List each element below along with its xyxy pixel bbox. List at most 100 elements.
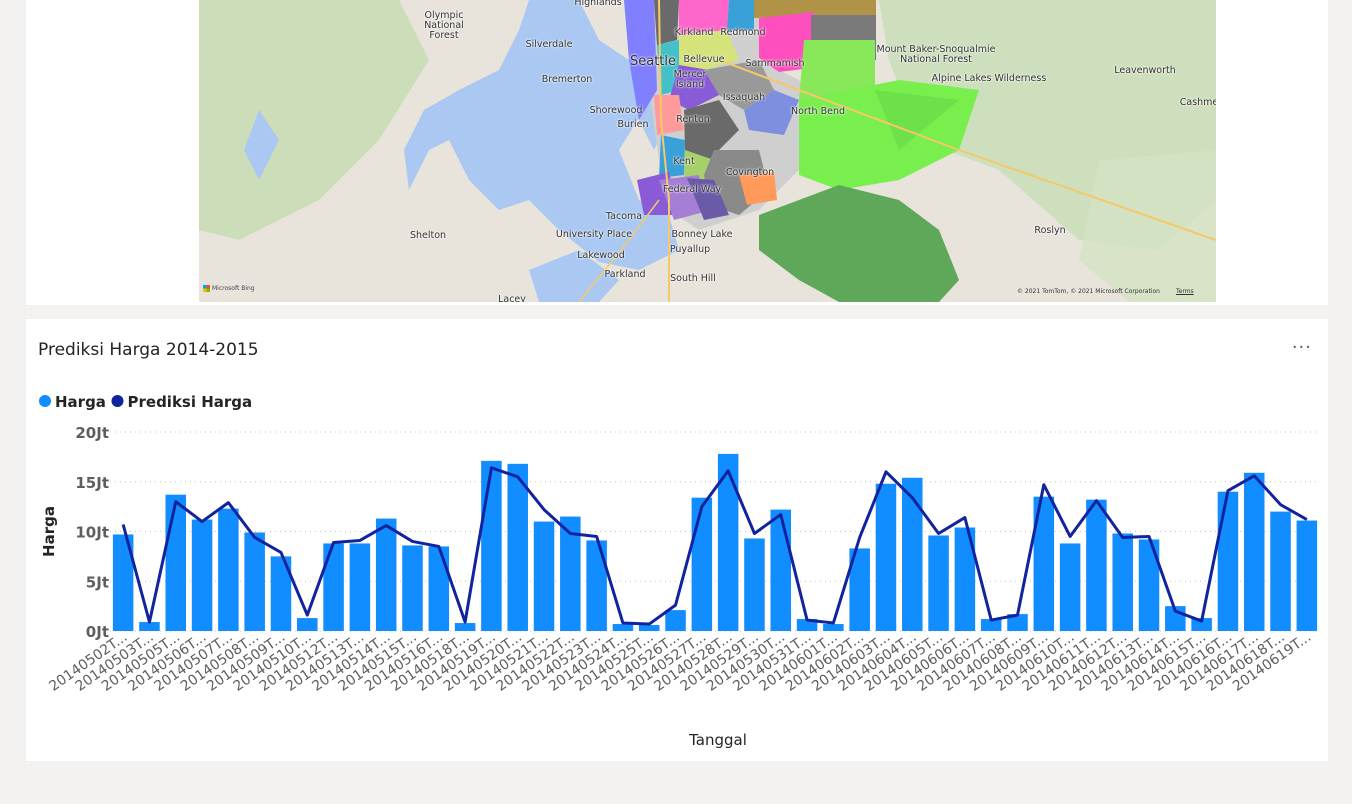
bar	[112, 534, 134, 631]
legend-item-label: Harga	[55, 393, 106, 411]
map-place-label: Lacey	[498, 294, 526, 302]
map-terms-link[interactable]: Terms	[1176, 288, 1194, 295]
map-place-label: South Hill	[670, 273, 716, 285]
bar	[402, 545, 423, 631]
bar	[349, 543, 371, 631]
map-place-label: Parkland	[604, 269, 646, 281]
map-canvas	[199, 0, 1216, 302]
map-place-label: North Bend	[790, 106, 846, 118]
bar	[1007, 614, 1028, 631]
bar	[165, 494, 187, 631]
bar	[586, 540, 607, 631]
map-place-label: Covington	[725, 167, 775, 179]
more-options-icon[interactable]: ···	[1291, 337, 1312, 358]
map-place-label: Lakewood	[577, 250, 625, 262]
bar	[560, 516, 581, 631]
chart-visual-tile: Prediksi Harga 2014-2015 ··· Harga Predik…	[26, 319, 1328, 761]
y-tick-label: 10Jt	[75, 524, 109, 542]
bing-logo: Microsoft Bing	[203, 285, 255, 292]
map-place-label: Tacoma	[605, 211, 643, 223]
map-place-label: University Place	[555, 229, 633, 241]
legend-item-label: Prediksi Harga	[128, 393, 253, 411]
bar	[612, 624, 634, 631]
bar	[875, 483, 897, 631]
bar	[1243, 472, 1265, 631]
bar-series	[112, 453, 1318, 631]
legend: Harga Prediksi Harga	[39, 393, 252, 411]
bar	[796, 619, 818, 631]
bar	[375, 518, 397, 631]
map-place-label: Mount Baker-Snoqualmie National Forest	[876, 44, 996, 65]
map-place-label: Issaquah	[722, 92, 766, 104]
bar	[507, 463, 528, 631]
map-place-label: Alpine Lakes Wilderness	[931, 73, 1047, 85]
bar	[665, 610, 686, 631]
combo-chart: Harga Prediksi Harga 0Jt 5Jt 10Jt 15Jt 20Jt Har…	[39, 393, 1320, 749]
bar	[928, 535, 949, 631]
prediction-line	[121, 466, 1308, 626]
map-place-label: Federal Way	[662, 184, 722, 196]
map-place-label: Shorewood	[589, 105, 643, 117]
x-tick-labels: 20140502T...20140503T...20140505T...2014…	[46, 629, 1314, 695]
map-place-label: Redmond	[720, 27, 766, 39]
bar	[1296, 520, 1318, 631]
map-place-label: Mercer Island	[673, 69, 707, 90]
map-place-label: Cashme	[1179, 97, 1216, 109]
map-place-label: Renton	[676, 114, 710, 126]
map-place-label: Sammamish	[745, 58, 805, 70]
map-place-label: Roslyn	[1034, 225, 1066, 237]
map-place-label: Bremerton	[541, 74, 593, 86]
map-place-label: Burien	[617, 119, 649, 131]
bar	[428, 546, 450, 631]
map-visual-tile: Highlands Olympic National Forest Silverda…	[26, 0, 1328, 305]
bar	[454, 623, 476, 631]
map-place-label: Kent	[673, 156, 695, 168]
legend-marker	[39, 395, 51, 407]
map-view[interactable]: Highlands Olympic National Forest Silverda…	[199, 0, 1216, 302]
bar	[1191, 618, 1212, 631]
map-place-label: Bellevue	[683, 54, 725, 66]
bar	[980, 619, 1002, 631]
map-place-label: Kirkland	[674, 27, 714, 39]
map-place-label: Puyallup	[669, 244, 711, 256]
bar	[638, 625, 660, 631]
bar	[1138, 539, 1160, 631]
bar	[1059, 543, 1081, 631]
bar	[323, 543, 344, 631]
map-place-label: Shelton	[409, 230, 447, 242]
map-attribution: © 2021 TomTom, © 2021 Microsoft Corporat…	[1017, 288, 1160, 295]
x-axis-title: Tanggal	[688, 731, 747, 749]
bar	[823, 624, 844, 631]
microsoft-logo-icon	[203, 285, 210, 292]
map-place-label: Bonney Lake	[671, 229, 733, 241]
y-tick-label: 20Jt	[75, 424, 109, 442]
bar	[1217, 491, 1239, 631]
bar	[297, 618, 318, 631]
bar	[691, 497, 713, 631]
y-tick-label: 15Jt	[75, 474, 109, 492]
y-tick-label: 0Jt	[86, 623, 109, 641]
y-tick-label: 5Jt	[86, 573, 109, 591]
y-axis-title: Harga	[40, 506, 58, 557]
map-place-label: Highlands	[574, 0, 622, 9]
bar	[1086, 499, 1107, 631]
map-place-label: Leavenworth	[1114, 65, 1176, 77]
bar	[139, 622, 160, 631]
bar	[481, 460, 502, 631]
bar	[902, 477, 923, 631]
bing-logo-text: Microsoft Bing	[212, 285, 255, 292]
legend-marker	[111, 395, 124, 407]
map-place-label: Seattle	[629, 54, 677, 70]
chart-title: Prediksi Harga 2014-2015	[38, 340, 259, 360]
bar	[1270, 511, 1291, 631]
map-place-label: Silverdale	[525, 39, 573, 51]
bar	[954, 527, 976, 631]
bar	[717, 453, 739, 631]
bar	[218, 508, 239, 631]
bar	[744, 538, 765, 631]
bar	[770, 509, 792, 631]
bar	[533, 521, 555, 631]
bar	[1033, 496, 1055, 631]
map-place-label: Olympic National Forest	[424, 10, 464, 41]
bar	[849, 548, 870, 631]
